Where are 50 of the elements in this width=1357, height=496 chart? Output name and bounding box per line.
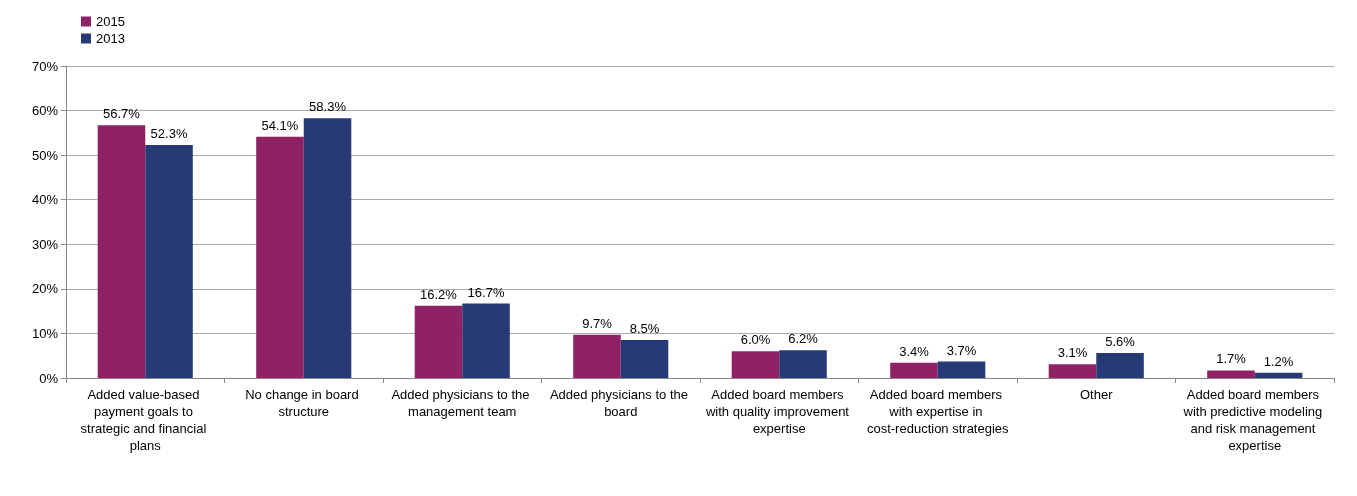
y-tick-label: 10% bbox=[31, 325, 59, 341]
data-label: 6.2% bbox=[788, 331, 819, 347]
data-label: 16.7% bbox=[467, 284, 505, 300]
data-label: 5.6% bbox=[1105, 334, 1136, 350]
x-tick-label: Added board members with quality improvement expertise bbox=[704, 387, 853, 436]
bar bbox=[97, 125, 146, 378]
data-label: 3.7% bbox=[946, 342, 977, 358]
x-tick-label: Added physicians to the board bbox=[549, 387, 692, 419]
bar bbox=[1096, 353, 1144, 378]
bar bbox=[731, 351, 780, 378]
x-tick-label: Other bbox=[1079, 387, 1114, 402]
data-label: 3.4% bbox=[899, 343, 930, 359]
y-tick-label: 0% bbox=[39, 370, 59, 386]
bar bbox=[414, 305, 463, 378]
bar bbox=[890, 362, 938, 378]
bar bbox=[937, 361, 986, 378]
data-label: 16.2% bbox=[420, 286, 458, 302]
bar bbox=[303, 118, 352, 378]
x-tick-label: Added board members with predictive modeling and risk management expertise bbox=[1182, 387, 1326, 453]
y-tick-label: 40% bbox=[31, 192, 59, 208]
bar bbox=[779, 350, 827, 378]
legend-label: 2013 bbox=[96, 31, 125, 46]
data-label: 6.0% bbox=[740, 332, 771, 348]
data-label: 54.1% bbox=[261, 117, 299, 133]
y-tick-label: 60% bbox=[31, 103, 59, 119]
data-label: 58.3% bbox=[309, 99, 347, 115]
y-tick-label: 20% bbox=[31, 281, 59, 297]
data-label: 1.2% bbox=[1263, 353, 1294, 369]
data-label: 3.1% bbox=[1057, 345, 1088, 361]
bar bbox=[1048, 364, 1097, 378]
bar bbox=[1254, 372, 1303, 378]
data-label: 56.7% bbox=[103, 106, 141, 122]
y-tick-label: 70% bbox=[31, 58, 59, 74]
bar bbox=[1207, 370, 1255, 378]
data-label: 8.5% bbox=[629, 321, 660, 337]
bar bbox=[573, 334, 621, 378]
legend-label: 2015 bbox=[96, 14, 125, 29]
data-label: 52.3% bbox=[150, 125, 188, 141]
x-tick-label: No change in board structure bbox=[245, 387, 363, 419]
y-tick-label: 50% bbox=[31, 147, 59, 163]
x-tick-label: Added physicians to the management team bbox=[391, 387, 534, 419]
x-tick-label: Added board members with expertise in cost-reduction strategies bbox=[866, 387, 1010, 436]
data-label: 9.7% bbox=[582, 315, 613, 331]
bar bbox=[256, 136, 304, 378]
data-label: 1.7% bbox=[1216, 351, 1247, 367]
bar bbox=[620, 340, 669, 378]
y-tick-label: 30% bbox=[31, 236, 59, 252]
x-tick-label: Added value-based payment goals to strategic and financial plans bbox=[80, 387, 210, 453]
bar bbox=[145, 144, 193, 378]
bar bbox=[462, 303, 510, 378]
